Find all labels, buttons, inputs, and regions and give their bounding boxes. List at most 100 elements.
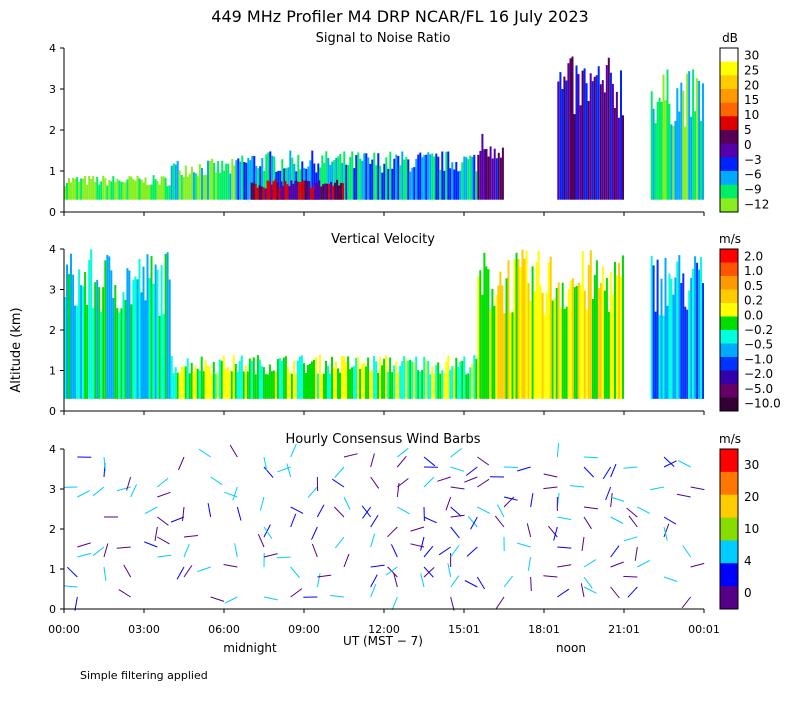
heatmap-cell [672, 295, 674, 399]
heatmap-cell [514, 260, 516, 399]
heatmap-cell [552, 301, 554, 399]
heatmap-cell [102, 176, 104, 200]
heatmap-cell [327, 366, 329, 399]
heatmap-cell [281, 182, 283, 200]
heatmap-cell [189, 373, 191, 399]
heatmap-cell [387, 372, 389, 399]
heatmap-cell [702, 283, 704, 399]
heatmap-cell [407, 159, 409, 199]
heatmap-cell [682, 273, 684, 399]
wind-barb [677, 494, 691, 497]
heatmap-cell [193, 172, 195, 200]
heatmap-cell [427, 152, 429, 199]
wind-barb [543, 487, 557, 489]
heatmap-cell [451, 366, 453, 399]
wind-barb [334, 507, 344, 517]
heatmap-cell [345, 362, 347, 399]
wind-barb [628, 587, 638, 597]
heatmap-cell [325, 361, 327, 399]
heatmap-cell [239, 361, 241, 399]
heatmap-cell [132, 179, 134, 200]
heatmap-cell [235, 364, 237, 399]
heatmap-cell [323, 374, 325, 399]
wind-barb [235, 543, 238, 557]
heatmap-cell [389, 152, 391, 200]
heatmap-cell [90, 249, 92, 399]
heatmap-cell [379, 357, 381, 399]
heatmap-cell [294, 181, 296, 200]
heatmap-cell [175, 165, 177, 200]
heatmap-cell [355, 358, 357, 399]
heatmap-cell [295, 374, 297, 399]
heatmap-cell [215, 173, 217, 200]
colorbar-label: 0 [744, 586, 752, 600]
heatmap-cell [339, 373, 341, 399]
heatmap-cell [490, 146, 492, 199]
heatmap-cell [367, 157, 369, 199]
colorbar-swatch [720, 116, 738, 130]
heatmap-cell [187, 358, 189, 399]
heatmap-cell [616, 275, 618, 398]
wind-barb [312, 527, 318, 540]
wind-barb [421, 573, 424, 587]
heatmap-cell [357, 357, 359, 399]
heatmap-cell [357, 152, 359, 199]
heatmap-cell [235, 160, 237, 200]
heatmap-cell [253, 183, 255, 199]
heatmap-cell [413, 167, 415, 200]
heatmap-cell [688, 71, 690, 200]
heatmap-cell [678, 112, 680, 200]
heatmap-cell [347, 356, 349, 398]
wind-barb [127, 477, 131, 490]
panel-title: Vertical Velocity [331, 232, 435, 247]
heatmap-cell [369, 372, 371, 399]
heatmap-cell [145, 177, 147, 199]
heatmap-cell [311, 362, 313, 399]
colorbar-unit: m/s [719, 232, 741, 246]
heatmap-cell [367, 358, 369, 399]
colorbar-label: 30 [744, 48, 759, 62]
heatmap-cell [395, 361, 397, 399]
wind-barb [177, 567, 184, 579]
wind-barb [199, 449, 211, 457]
heatmap-cell [409, 172, 411, 200]
heatmap-cell [491, 289, 493, 399]
heatmap-cell [351, 367, 353, 399]
heatmap-cell [616, 92, 618, 200]
wind-barb [344, 454, 358, 457]
heatmap-cell [159, 185, 161, 200]
wind-barb [67, 567, 77, 577]
wind-barb [557, 443, 558, 457]
heatmap-cell [199, 164, 201, 200]
heatmap-cell [580, 105, 582, 199]
heatmap-cell [550, 257, 552, 399]
wind-barb [171, 517, 184, 522]
heatmap-cell [227, 164, 229, 200]
heatmap-cell [106, 186, 108, 200]
wind-barb [424, 457, 435, 466]
heatmap-cell [245, 163, 247, 200]
heatmap-cell [255, 184, 257, 200]
wind-barb [124, 565, 131, 577]
heatmap-cell [347, 165, 349, 200]
heatmap-cell [415, 357, 417, 399]
wind-barb [451, 576, 459, 587]
heatmap-cell [572, 278, 574, 399]
heatmap-cell [267, 180, 269, 199]
heatmap-cell [197, 369, 199, 399]
heatmap-cell [479, 151, 481, 200]
heatmap-cell [128, 271, 130, 399]
wind-barb [466, 467, 477, 476]
heatmap-cell [570, 58, 572, 199]
heatmap-cell [457, 367, 459, 399]
heatmap-cell [207, 366, 209, 399]
colorbar-swatch [720, 586, 738, 609]
heatmap-cell [201, 357, 203, 399]
heatmap-cell [546, 293, 548, 399]
heatmap-cell [313, 360, 315, 399]
colorbar-unit: m/s [719, 432, 741, 446]
heatmap-cell [672, 126, 674, 200]
heatmap-cell [298, 182, 300, 200]
y-tick-label: 2 [49, 523, 56, 536]
heatmap-cell [411, 362, 413, 399]
